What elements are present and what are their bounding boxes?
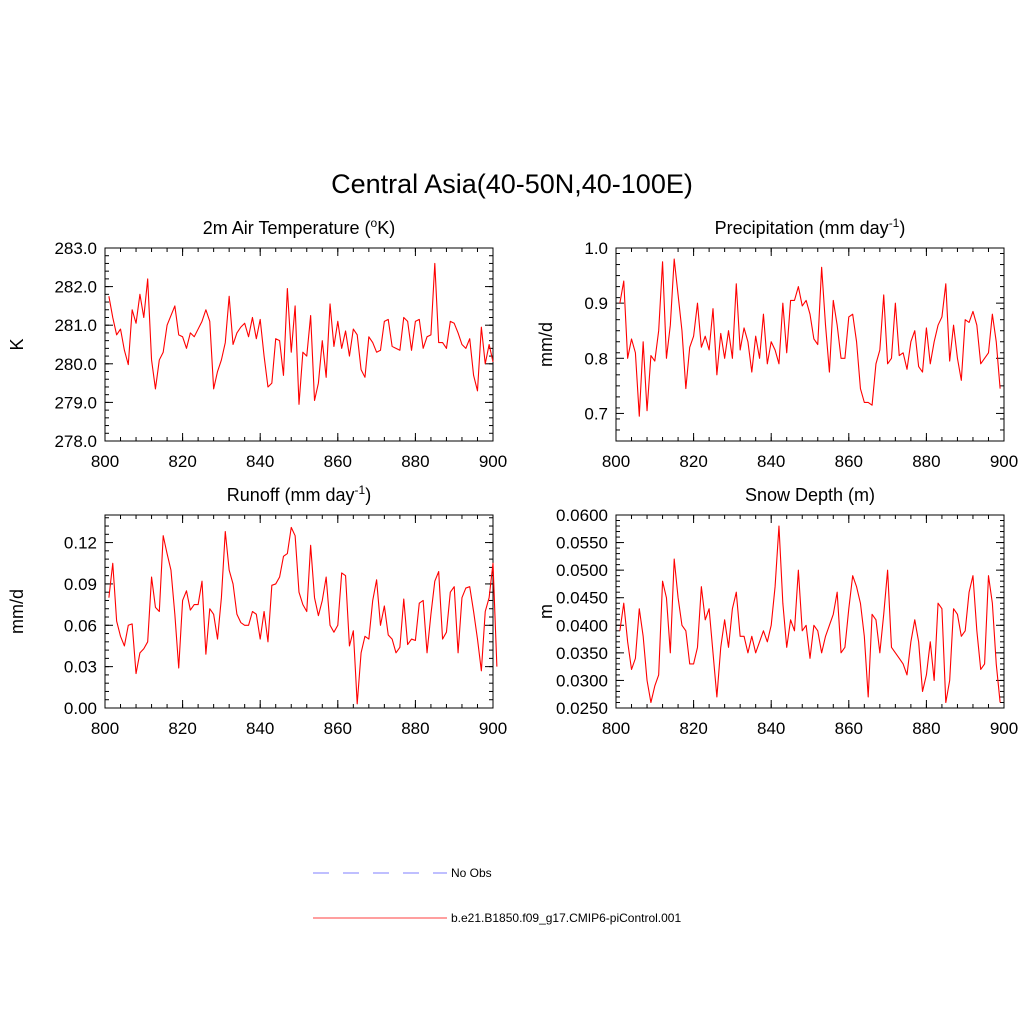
y-tick-label: 0.00	[64, 699, 97, 718]
x-tick-label: 800	[602, 719, 630, 738]
x-tick-label: 880	[401, 452, 429, 471]
y-tick-label: 280.0	[54, 355, 97, 374]
legend: No Obs b.e21.B1850.f09_g17.CMIP6-piContr…	[313, 866, 681, 925]
y-tick-label: 0.09	[64, 575, 97, 594]
x-tick-label: 860	[835, 452, 863, 471]
y-tick-label: 0.03	[64, 658, 97, 677]
series-line-precipitation	[619, 258, 1001, 417]
x-tick-label: 800	[91, 719, 119, 738]
y-tick-label: 0.0300	[556, 671, 608, 690]
x-tick-label: 800	[602, 452, 630, 471]
panel-runoff: 0.00 0.03 0.06 0.09 0.12 800 820 840 860 880 900 Ru…	[7, 483, 507, 738]
x-tick-label: 840	[757, 452, 785, 471]
x-tick-label: 840	[757, 719, 785, 738]
series-line-runoff	[108, 526, 498, 705]
panel-temperature: 278.0 279.0 280.0 281.0 282.0 283.0 800 820 840 8…	[7, 216, 507, 471]
y-tick-label: 0.12	[64, 534, 97, 553]
panel-precipitation: 0.7 0.8 0.9 1.0 800 820 840 860 880 900 Precipitat…	[536, 216, 1018, 471]
y-tick-label: 0.0600	[556, 506, 608, 525]
legend-label-no-obs: No Obs	[451, 866, 492, 880]
y-tick-label: 279.0	[54, 393, 97, 412]
x-tick-label: 880	[912, 719, 940, 738]
x-tick-label: 900	[479, 719, 507, 738]
y-tick-label: 0.0250	[556, 699, 608, 718]
panel-title-snow-depth: Snow Depth (m)	[745, 485, 875, 505]
y-tick-label: 281.0	[54, 316, 97, 335]
panel-snow-depth: 0.0250 0.0300 0.0350 0.0400 0.0450 0.0500 0.05…	[536, 485, 1018, 738]
y-tick-label: 283.0	[54, 239, 97, 258]
x-tick-label: 880	[401, 719, 429, 738]
y-tick-label: 278.0	[54, 432, 97, 451]
y-tick-label: 0.0350	[556, 644, 608, 663]
x-tick-label: 860	[324, 452, 352, 471]
x-tick-label: 860	[324, 719, 352, 738]
panels: 278.0 279.0 280.0 281.0 282.0 283.0 800 820 840 8…	[7, 216, 1018, 738]
x-tick-label: 800	[91, 452, 119, 471]
x-tick-label: 900	[990, 452, 1018, 471]
legend-label-model: b.e21.B1850.f09_g17.CMIP6-piControl.001	[451, 911, 681, 925]
plot-frame	[104, 514, 494, 709]
x-tick-label: 840	[246, 452, 274, 471]
y-axis-label-precipitation: mm/d	[536, 322, 556, 367]
x-tick-label: 820	[679, 452, 707, 471]
y-tick-label: 0.0500	[556, 561, 608, 580]
x-tick-label: 900	[990, 719, 1018, 738]
y-tick-label: 0.06	[64, 616, 97, 635]
x-tick-label: 820	[168, 719, 196, 738]
panel-title-temperature: 2m Air Temperature (oK)	[203, 216, 395, 238]
panel-title-runoff: Runoff (mm day-1)	[227, 483, 371, 505]
y-tick-label: 0.0450	[556, 589, 608, 608]
y-tick-label: 0.0400	[556, 616, 608, 635]
y-axis-label-snow-depth: m	[536, 604, 556, 619]
series-line-snow-depth	[619, 525, 1001, 704]
x-tick-label: 820	[168, 452, 196, 471]
y-tick-label: 282.0	[54, 278, 97, 297]
y-tick-label: 0.9	[584, 294, 608, 313]
plot-frame	[615, 247, 1005, 442]
x-tick-label: 860	[835, 719, 863, 738]
y-axis-label-runoff: mm/d	[7, 589, 27, 634]
plot-frame	[615, 514, 1005, 709]
y-tick-label: 1.0	[584, 239, 608, 258]
y-tick-label: 0.7	[584, 404, 608, 423]
x-tick-label: 820	[679, 719, 707, 738]
y-tick-label: 0.8	[584, 349, 608, 368]
series-line-temperature	[108, 262, 494, 405]
x-tick-label: 840	[246, 719, 274, 738]
y-tick-label: 0.0550	[556, 534, 608, 553]
x-tick-label: 880	[912, 452, 940, 471]
panel-title-precipitation: Precipitation (mm day-1)	[715, 216, 906, 238]
plot-frame	[104, 247, 494, 442]
figure-title: Central Asia(40-50N,40-100E)	[331, 169, 693, 199]
x-tick-label: 900	[479, 452, 507, 471]
y-axis-label-temperature: K	[7, 338, 27, 350]
